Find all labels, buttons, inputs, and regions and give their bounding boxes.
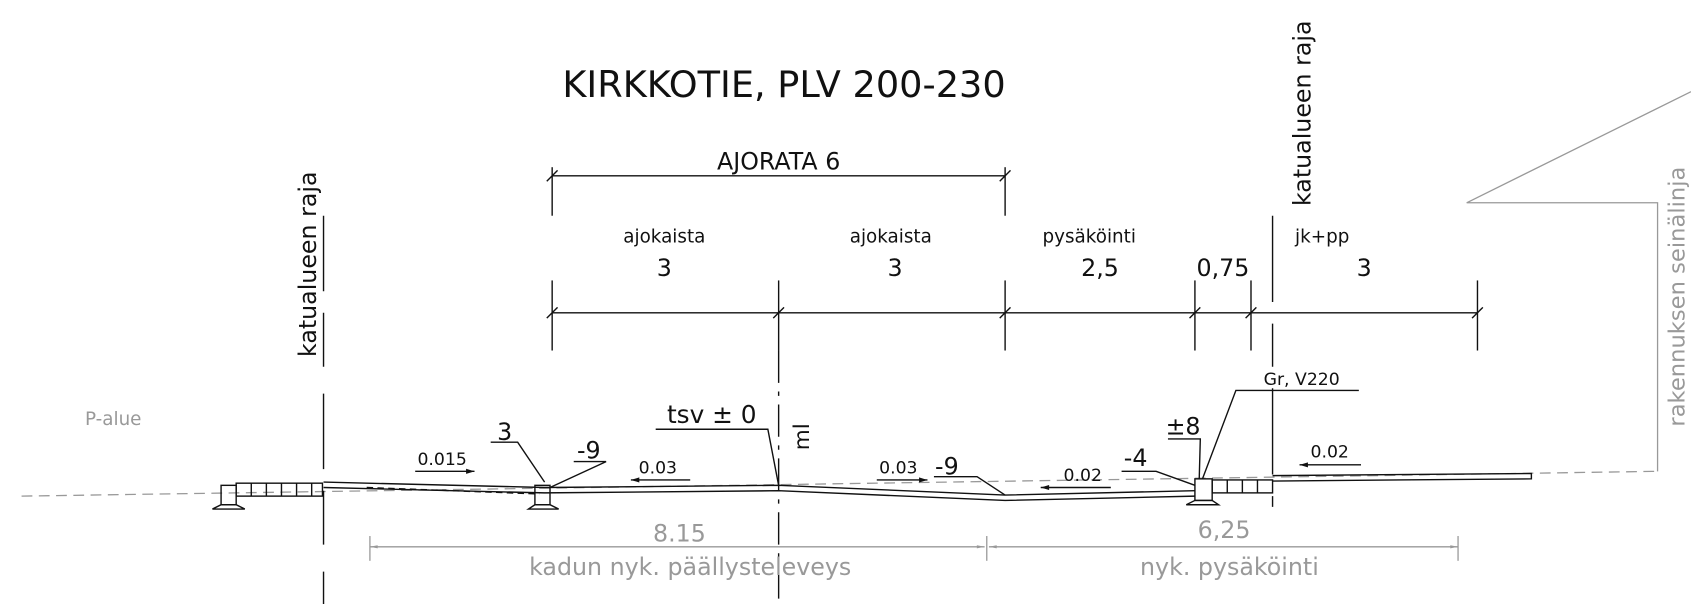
limit-left: katualueen raja	[294, 171, 322, 357]
lane-name: jk+pp	[1294, 227, 1349, 248]
wall-line: rakennuksen seinälinja	[1665, 167, 1691, 427]
drawing-lines	[21, 91, 1691, 604]
lane-name: pysäköinti	[1043, 227, 1136, 248]
slope: 0.03	[639, 458, 677, 478]
existing-width: 8.15	[653, 519, 706, 547]
slope: 0.02	[1064, 466, 1102, 486]
level: -9	[577, 436, 601, 464]
lane-width: 3	[657, 254, 672, 282]
ml: ml	[790, 423, 815, 450]
existing-label: kadun nyk. päällysteleveys	[529, 553, 851, 581]
carriageway: AJORATA 6	[717, 147, 840, 175]
lane-width: 3	[888, 254, 903, 282]
lane-width: 3	[1357, 254, 1372, 282]
slope: 0.015	[417, 450, 466, 470]
level: -4	[1124, 444, 1148, 472]
level: -9	[935, 453, 959, 481]
tsv: tsv ± 0	[667, 400, 757, 429]
dimension-tick	[1245, 306, 1257, 319]
area: P-alue	[85, 409, 141, 430]
dimension-tick	[546, 306, 559, 319]
existing-width: 6,25	[1198, 516, 1251, 544]
existing-label: nyk. pysäköinti	[1140, 553, 1319, 581]
slope: 0.03	[879, 458, 917, 478]
level: ±8	[1166, 413, 1201, 441]
title: KIRKKOTIE, PLV 200-230	[562, 63, 1005, 106]
dimension-tick	[1471, 306, 1484, 319]
slope: 0.02	[1311, 442, 1349, 462]
stone: Gr, V220	[1264, 370, 1340, 390]
lane-width: 0,75	[1197, 254, 1250, 282]
limit-right: katualueen raja	[1288, 21, 1316, 207]
lane-width: 2,5	[1081, 254, 1119, 282]
dimension-tick	[1189, 306, 1201, 319]
dimension-tick	[772, 306, 785, 319]
lane-name: ajokaista	[850, 227, 932, 248]
dimension-tick	[999, 306, 1011, 319]
lane-name: ajokaista	[623, 227, 705, 248]
level: 3	[497, 418, 512, 446]
